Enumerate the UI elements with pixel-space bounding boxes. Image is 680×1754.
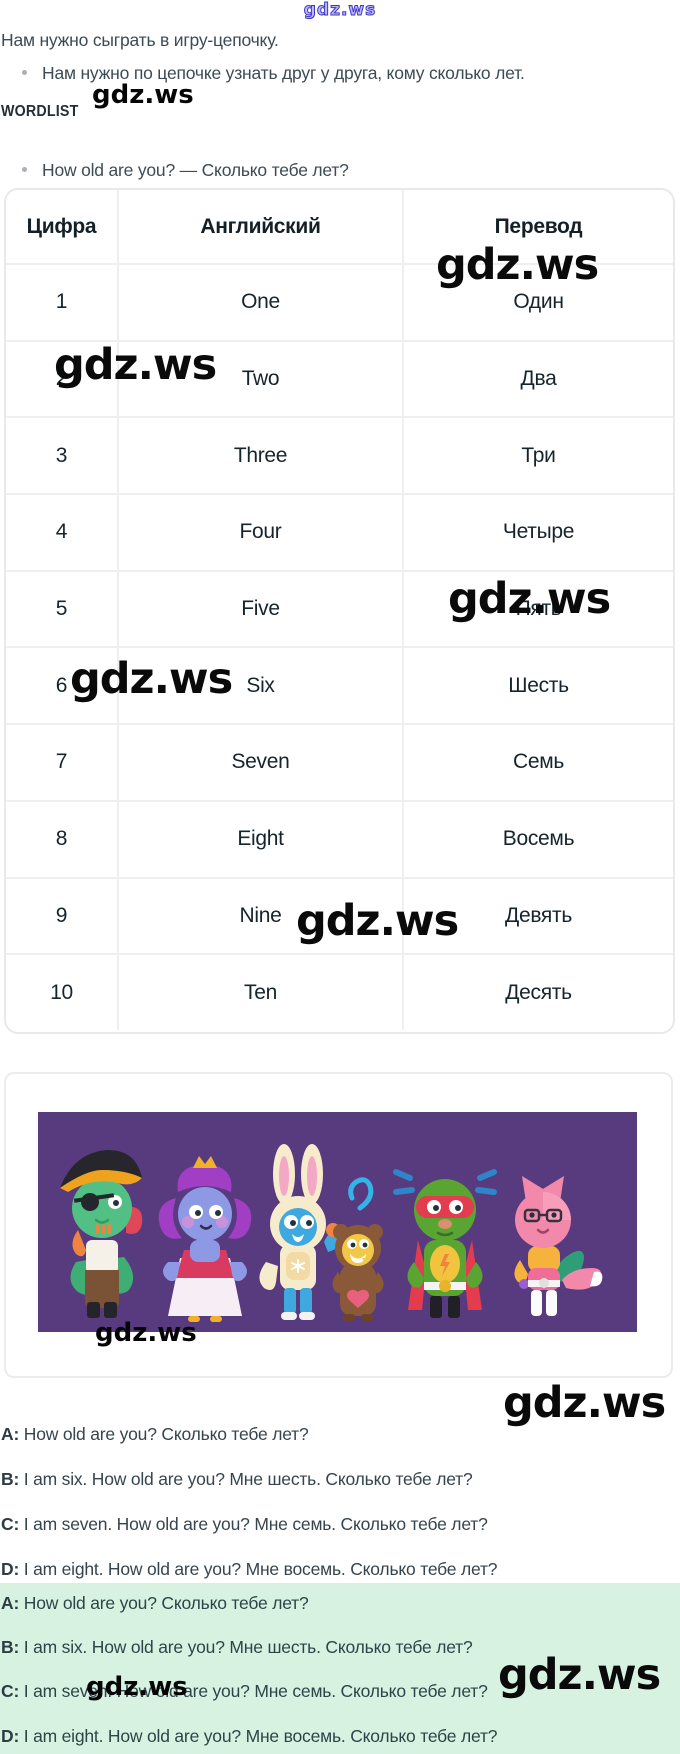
table-row: 8 Eight Восемь <box>6 799 673 877</box>
speaker-label: C: <box>1 1681 20 1701</box>
column-header: Английский <box>117 190 402 263</box>
table-header-row: Цифра Английский Перевод <box>6 190 673 263</box>
watermark-gdz-top: gdz.ws <box>303 0 377 21</box>
bullet-icon <box>22 70 27 75</box>
dialogue-text: I am six. How old are you? Мне шесть. Ск… <box>23 1469 473 1489</box>
dialogue-text: How old are you? Сколько тебе лет? <box>23 1593 309 1613</box>
table-row: 3 Three Три <box>6 416 673 494</box>
bullet-item: How old are you? — Сколько тебе лет? <box>22 160 652 181</box>
speaker-label: A: <box>1 1424 20 1444</box>
pirate-character <box>60 1150 143 1318</box>
table-row: 5 Five Пять <box>6 569 673 647</box>
speaker-label: D: <box>1 1559 20 1579</box>
highlighted-answer-block <box>0 1583 680 1754</box>
table-row: 9 Nine Девять <box>6 876 673 954</box>
dialogue-text: I am seven. How old are you? Мне семь. С… <box>23 1681 488 1701</box>
speaker-label: D: <box>1 1726 20 1746</box>
table-row: 4 Four Четыре <box>6 493 673 570</box>
wordlist-heading: WORDLIST <box>1 103 79 120</box>
superhero-character <box>393 1169 497 1318</box>
characters-figure-card <box>4 1072 673 1378</box>
speaker-label: C: <box>1 1514 20 1534</box>
speaker-label: A: <box>1 1593 20 1613</box>
intro-sentence: Нам нужно сыграть в игру-цепочку. <box>1 30 279 50</box>
bullet-text: Нам нужно по цепочке узнать друг у друга… <box>42 63 525 83</box>
watermark-gdz-intro: gdz.ws <box>92 80 194 110</box>
table-row: 2 Two Два <box>6 339 673 417</box>
dialogue-text: How old are you? Сколько тебе лет? <box>23 1424 309 1444</box>
bunny-character <box>259 1144 345 1320</box>
numbers-table: Цифра Английский Перевод 1 One Один 2 Tw… <box>4 188 675 1034</box>
queen-character <box>158 1156 252 1322</box>
cat-character <box>514 1176 603 1316</box>
bullet-icon <box>22 167 27 172</box>
dialogue-line: D: I am eight. How old are you? Мне восе… <box>1 1559 497 1580</box>
speaker-label: B: <box>1 1469 20 1489</box>
dialogue-line: A: How old are you? Сколько тебе лет? <box>1 1424 309 1445</box>
table-row: 10 Ten Десять <box>6 953 673 1030</box>
dialogue-text: I am seven. How old are you? Мне семь. С… <box>23 1514 488 1534</box>
column-header: Цифра <box>26 214 97 238</box>
dialogue-text: I am six. How old are you? Мне шесть. Ск… <box>23 1637 473 1657</box>
watermark-gdz-dialogue: gdz.ws <box>503 1378 666 1428</box>
dialogue-text: I am eight. How old are you? Мне восемь.… <box>23 1726 498 1746</box>
dialogue-line: C: I am seven. How old are you? Мне семь… <box>1 1514 488 1535</box>
dialogue-line: D: I am eight. How old are you? Мне восе… <box>1 1726 497 1747</box>
bullet-item: Нам нужно по цепочке узнать друг у друга… <box>22 63 652 84</box>
bullet-text: How old are you? — Сколько тебе лет? <box>42 160 349 180</box>
dialogue-line: B: I am six. How old are you? Мне шесть.… <box>1 1469 473 1490</box>
dialogue-line: B: I am six. How old are you? Мне шесть.… <box>1 1637 473 1658</box>
table-row: 1 One Один <box>6 263 673 340</box>
bear-character <box>332 1177 384 1321</box>
table-row: 6 Six Шесть <box>6 646 673 724</box>
column-header: Перевод <box>402 190 673 263</box>
dialogue-text: I am eight. How old are you? Мне восемь.… <box>23 1559 498 1579</box>
dialogue-line: A: How old are you? Сколько тебе лет? <box>1 1593 309 1614</box>
table-row: 7 Seven Семь <box>6 723 673 800</box>
speaker-label: B: <box>1 1637 20 1657</box>
characters-illustration <box>38 1112 637 1332</box>
dialogue-line: C: I am seven. How old are you? Мне семь… <box>1 1681 488 1702</box>
